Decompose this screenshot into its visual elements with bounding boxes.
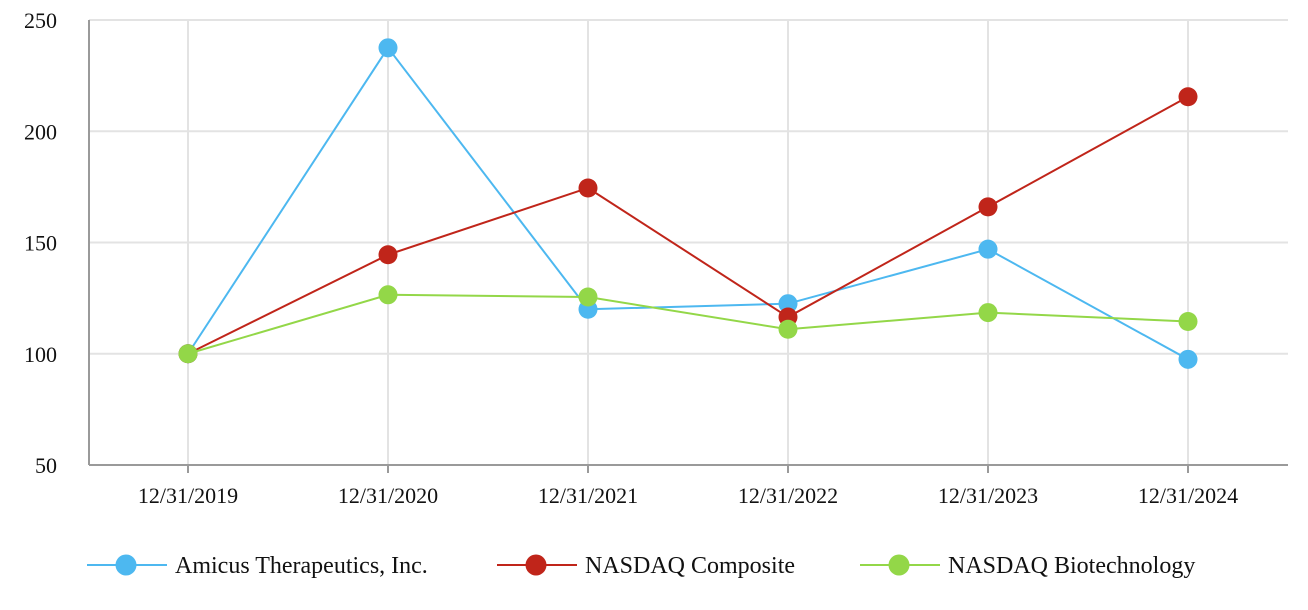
legend-label: NASDAQ Biotechnology bbox=[948, 553, 1195, 579]
legend-marker bbox=[888, 554, 910, 576]
data-point bbox=[778, 294, 798, 314]
grid-lines bbox=[89, 19, 1288, 465]
legend-label: NASDAQ Composite bbox=[585, 553, 795, 579]
x-tick-label: 12/31/2021 bbox=[538, 483, 638, 508]
data-point bbox=[578, 287, 598, 307]
data-point bbox=[578, 178, 598, 198]
data-point bbox=[1178, 87, 1198, 107]
y-tick-labels: 50 100 150 200 250 bbox=[24, 8, 57, 478]
x-tick-label: 12/31/2023 bbox=[938, 483, 1038, 508]
series-group bbox=[178, 38, 1198, 369]
legend-marker bbox=[525, 554, 547, 576]
data-point bbox=[1178, 311, 1198, 331]
data-point bbox=[378, 285, 398, 305]
data-point bbox=[778, 319, 798, 339]
series-line bbox=[187, 293, 1189, 355]
x-tick-label: 12/31/2020 bbox=[338, 483, 438, 508]
legend: Amicus Therapeutics, Inc. NASDAQ Composit… bbox=[87, 553, 1195, 579]
data-point bbox=[978, 239, 998, 259]
y-tick-label: 250 bbox=[24, 8, 57, 33]
legend-label: Amicus Therapeutics, Inc. bbox=[175, 553, 428, 579]
series-2 bbox=[178, 285, 1198, 364]
series-1 bbox=[178, 87, 1198, 364]
series-line bbox=[187, 95, 1189, 355]
data-point bbox=[378, 38, 398, 58]
y-tick-label: 50 bbox=[35, 453, 57, 478]
x-tick-labels: 12/31/2019 12/31/2020 12/31/2021 12/31/2022… bbox=[138, 465, 1238, 508]
legend-item: NASDAQ Composite bbox=[497, 553, 795, 579]
y-tick-label: 100 bbox=[24, 342, 57, 367]
data-point bbox=[1178, 349, 1198, 369]
y-tick-label: 150 bbox=[24, 231, 57, 256]
data-point bbox=[178, 344, 198, 364]
x-tick-label: 12/31/2022 bbox=[738, 483, 838, 508]
series-line bbox=[187, 46, 1189, 361]
legend-item: NASDAQ Biotechnology bbox=[860, 553, 1195, 579]
data-point bbox=[978, 197, 998, 217]
x-tick-label: 12/31/2019 bbox=[138, 483, 238, 508]
y-tick-label: 200 bbox=[24, 119, 57, 144]
x-tick-label: 12/31/2024 bbox=[1138, 483, 1238, 508]
data-point bbox=[378, 245, 398, 265]
legend-item: Amicus Therapeutics, Inc. bbox=[87, 553, 428, 579]
axes bbox=[88, 20, 1288, 466]
series-0 bbox=[178, 38, 1198, 369]
legend-marker bbox=[115, 554, 137, 576]
data-point bbox=[978, 303, 998, 323]
